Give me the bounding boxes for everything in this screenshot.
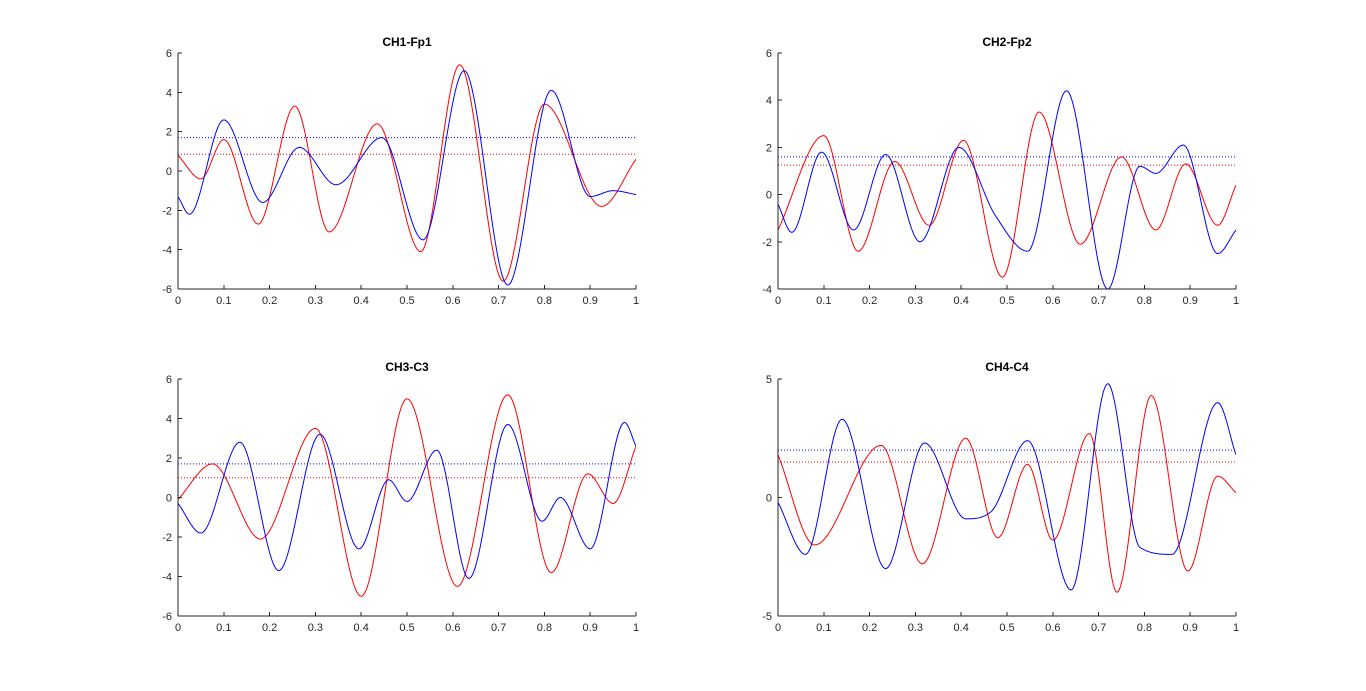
x-tick-label: 0	[775, 295, 781, 307]
y-tick-label: 0	[766, 493, 772, 505]
series-line-1	[178, 64, 636, 282]
y-tick-label: -6	[162, 284, 172, 296]
subplot-ch3-c3: CH3-C3 0 0.1 0.2 0.3 0.4 0.5 0.6 0.7 0.8 0.9 1 -6 -4…	[162, 360, 639, 634]
plot-title: CH4-C4	[985, 360, 1029, 374]
x-tick-label: 0.7	[491, 622, 506, 634]
subplot-ch4-c4: CH4-C4 0 0.1 0.2 0.3 0.4 0.5 0.6 0.7 0.8 0.9 1-505	[762, 360, 1239, 634]
series-line-2	[178, 70, 636, 286]
series-line-1	[178, 394, 636, 597]
y-tick-label: -4	[162, 572, 172, 584]
y-tick-label: -6	[162, 611, 172, 623]
x-tick-label: 0.7	[1091, 622, 1106, 634]
x-tick-label: 0.7	[491, 295, 506, 307]
x-tick-label: 0.8	[537, 295, 552, 307]
x-tick-label: 0.3	[308, 295, 323, 307]
x-tick-label: 0.3	[308, 622, 323, 634]
x-tick-label: 0	[175, 295, 181, 307]
x-tick-label: 0.1	[816, 622, 831, 634]
x-tick-label: 0	[175, 622, 181, 634]
x-tick-label: 0.6	[445, 295, 460, 307]
subplot-ch1-fp1: CH1-Fp1 0 0.1 0.2 0.3 0.4 0.5 0.6 0.7 0.8 0.9 1 -6 -…	[162, 35, 639, 307]
x-tick-label: 0.5	[399, 295, 414, 307]
plot-title: CH3-C3	[385, 360, 429, 374]
x-tick-label: 0.2	[262, 622, 277, 634]
x-tick-label: 0.6	[1045, 622, 1060, 634]
y-tick-label: -2	[762, 237, 772, 249]
y-tick-label: -5	[762, 611, 772, 623]
x-tick-label: 0.4	[354, 622, 369, 634]
x-tick-label: 1	[633, 622, 639, 634]
y-tick-label: 2	[766, 142, 772, 154]
y-tick-label: 6	[766, 48, 772, 60]
y-tick-label: 0	[766, 190, 772, 202]
y-tick-label: -4	[762, 284, 772, 296]
y-tick-label: 6	[166, 48, 172, 60]
x-tick-label: 0.9	[1183, 622, 1198, 634]
series-line-2	[778, 383, 1236, 591]
series-line-1	[778, 111, 1236, 278]
y-tick-label: 6	[166, 374, 172, 386]
x-tick-label: 0.6	[445, 622, 460, 634]
y-tick-label: -2	[162, 532, 172, 544]
x-tick-label: 0.9	[1183, 295, 1198, 307]
x-tick-label: 0.2	[262, 295, 277, 307]
x-tick-label: 0.9	[583, 622, 598, 634]
x-tick-label: 0.5	[399, 622, 414, 634]
x-tick-label: 0.2	[862, 622, 877, 634]
x-tick-label: 0.1	[216, 295, 231, 307]
x-tick-label: 0.8	[537, 622, 552, 634]
x-tick-label: 0.5	[999, 622, 1014, 634]
x-tick-label: 0.1	[216, 622, 231, 634]
x-tick-label: 1	[1233, 295, 1239, 307]
y-tick-label: 4	[166, 87, 172, 99]
x-tick-label: 0.4	[354, 295, 369, 307]
series-line-2	[778, 90, 1236, 289]
series-line-1	[778, 395, 1236, 593]
x-tick-label: 0.3	[908, 622, 923, 634]
y-tick-label: 2	[166, 127, 172, 139]
plot-title: CH1-Fp1	[382, 35, 432, 49]
y-tick-label: -4	[162, 245, 172, 257]
x-tick-label: 0	[775, 622, 781, 634]
subplot-ch2-fp2: CH2-Fp2 0 0.1 0.2 0.3 0.4 0.5 0.6 0.7 0.8 0.9 1 -4 -…	[762, 35, 1239, 307]
x-tick-label: 0.6	[1045, 295, 1060, 307]
x-tick-label: 0.2	[862, 295, 877, 307]
x-tick-label: 1	[633, 295, 639, 307]
y-tick-label: 4	[766, 95, 772, 107]
y-tick-label: 0	[166, 493, 172, 505]
y-tick-label: 0	[166, 166, 172, 178]
series-line-2	[178, 421, 636, 580]
x-tick-label: 0.1	[816, 295, 831, 307]
y-tick-label: -2	[162, 205, 172, 217]
y-tick-label: 5	[766, 374, 772, 386]
x-tick-label: 0.5	[999, 295, 1014, 307]
x-tick-label: 0.4	[954, 622, 969, 634]
x-tick-label: 0.8	[1137, 622, 1152, 634]
plot-title: CH2-Fp2	[982, 35, 1032, 49]
x-tick-label: 0.8	[1137, 295, 1152, 307]
y-tick-label: 4	[166, 414, 172, 426]
x-tick-label: 1	[1233, 622, 1239, 634]
x-tick-label: 0.7	[1091, 295, 1106, 307]
x-tick-label: 0.3	[908, 295, 923, 307]
y-tick-label: 2	[166, 453, 172, 465]
x-tick-label: 0.4	[954, 295, 969, 307]
x-tick-label: 0.9	[583, 295, 598, 307]
